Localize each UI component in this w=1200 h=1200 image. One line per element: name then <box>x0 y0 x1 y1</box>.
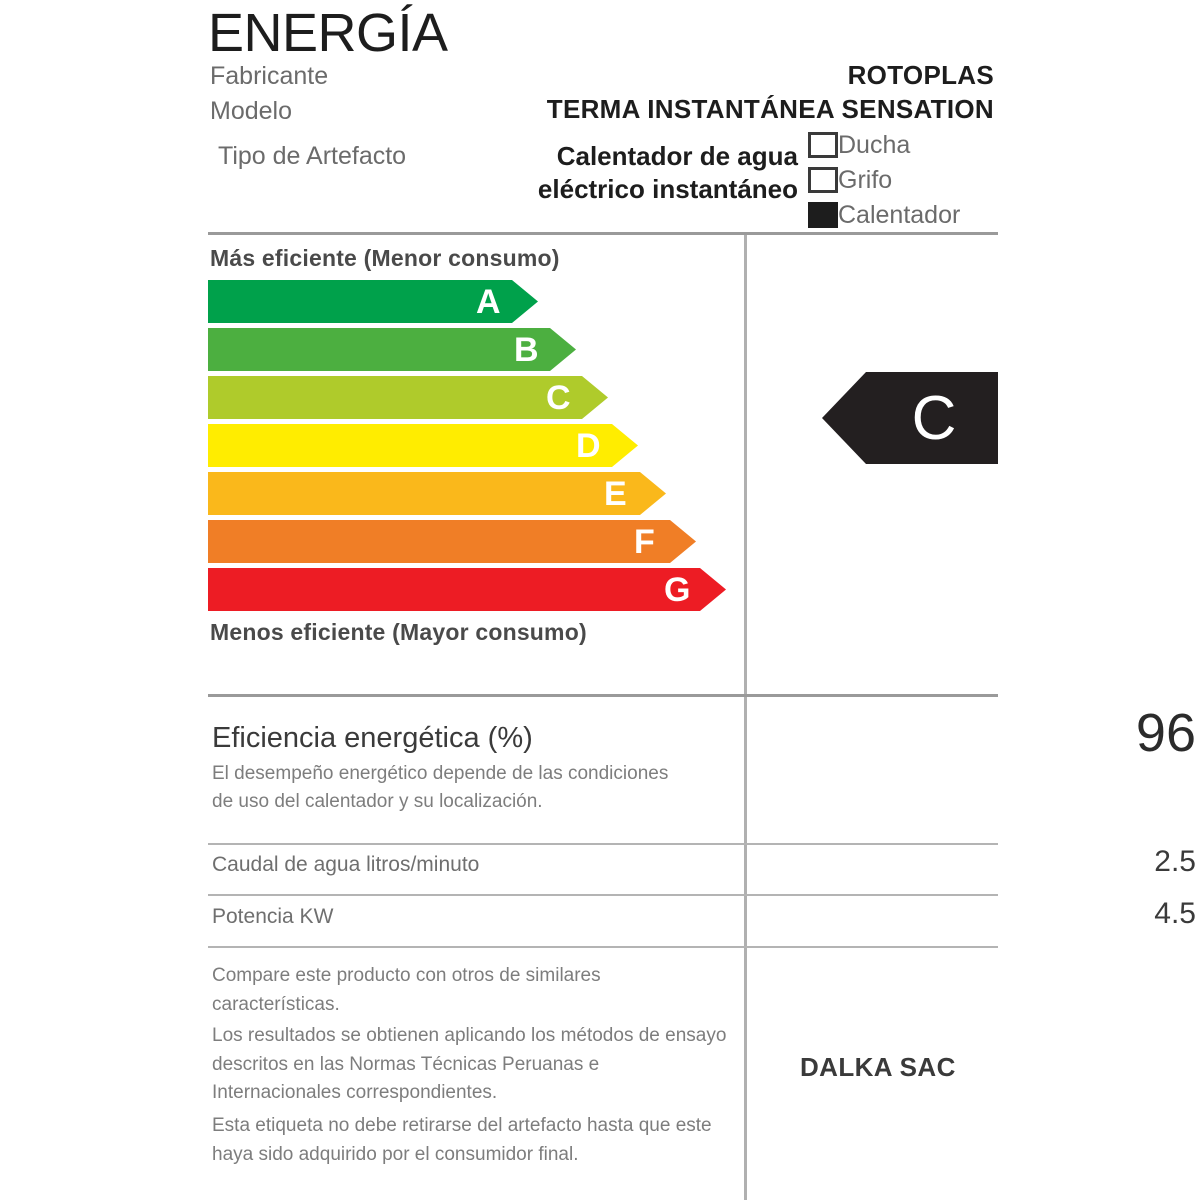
checkbox-ducha-icon[interactable] <box>808 132 838 158</box>
flow-rate-label: Caudal de agua litros/minuto <box>212 853 480 876</box>
efficiency-bar-d: D <box>208 424 738 467</box>
checkbox-ducha-label: Ducha <box>838 131 911 159</box>
bar-shape-a <box>208 280 538 323</box>
spec-divider-1 <box>208 843 998 845</box>
power-value: 4.5 <box>1154 897 1196 930</box>
footer-paragraph-1: Compare este producto con otros de simil… <box>212 965 601 1015</box>
bar-letter-f: F <box>634 522 655 561</box>
appliance-type-line-2: eléctrico instantáneo <box>537 173 798 204</box>
checkbox-calentador-label: Calentador <box>838 201 961 229</box>
checkbox-row-calentador[interactable]: Calentador <box>808 198 1008 233</box>
appliance-type-line-1: Calentador de agua <box>556 141 798 171</box>
bar-letter-d: D <box>576 426 601 465</box>
efficiency-value: 96 <box>1135 703 1196 763</box>
flow-rate-value: 2.5 <box>1154 845 1196 878</box>
efficiency-bar-b: B <box>208 328 738 371</box>
spec-divider-3 <box>208 946 998 948</box>
energy-rating-arrow: C <box>822 372 998 464</box>
bar-shape-d <box>208 424 638 467</box>
efficiency-note: El desempeño energético depende de las c… <box>212 763 669 812</box>
bar-shape-c <box>208 376 608 419</box>
appliance-type-checkbox-group: Ducha Grifo Calentador <box>808 128 1008 233</box>
efficiency-bar-a: A <box>208 280 738 323</box>
bar-shape-b <box>208 328 576 371</box>
efficiency-bar-c: C <box>208 376 738 419</box>
column-divider <box>744 235 747 1200</box>
manufacturer-label: Fabricante <box>210 62 329 90</box>
checkbox-row-grifo[interactable]: Grifo <box>808 163 1008 198</box>
efficiency-label: Eficiencia energética (%) <box>212 722 533 754</box>
bar-letter-a: A <box>476 282 501 321</box>
importer-brand: DALKA SAC <box>800 1052 956 1082</box>
page-title: ENERGÍA <box>208 3 448 63</box>
bar-letter-g: G <box>664 570 691 609</box>
bar-letter-e: E <box>604 474 627 513</box>
bar-shape-e <box>208 472 666 515</box>
footer-paragraph-3: Esta etiqueta no debe retirarse del arte… <box>212 1115 712 1165</box>
checkbox-calentador-icon[interactable] <box>808 202 838 228</box>
checkbox-row-ducha[interactable]: Ducha <box>808 128 1008 163</box>
bar-letter-b: B <box>514 330 539 369</box>
efficiency-bar-f: F <box>208 520 738 563</box>
model-value: TERMA INSTANTÁNEA SENSATION <box>546 94 994 124</box>
bar-shape-g <box>208 568 726 611</box>
spec-divider-2 <box>208 894 998 896</box>
efficiency-bar-g: G <box>208 568 738 611</box>
appliance-type-label: Tipo de Artefacto <box>218 142 407 170</box>
scale-bottom-caption: Menos eficiente (Mayor consumo) <box>210 619 587 645</box>
efficiency-bar-e: E <box>208 472 738 515</box>
footer-paragraph-2: Los resultados se obtienen aplicando los… <box>212 1025 727 1103</box>
scale-bottom-divider <box>208 694 998 697</box>
power-label: Potencia KW <box>212 905 334 928</box>
label-header: ENERGÍA Fabricante ROTOPLAS Modelo TERMA… <box>208 0 998 232</box>
checkbox-grifo-label: Grifo <box>838 166 893 194</box>
checkbox-grifo-icon[interactable] <box>808 167 838 193</box>
scale-top-caption: Más eficiente (Menor consumo) <box>210 245 560 271</box>
header-divider <box>208 232 998 235</box>
appliance-type-value: Calentador de agua eléctrico instantáneo <box>478 140 798 205</box>
manufacturer-value: ROTOPLAS <box>847 60 994 90</box>
rating-letter: C <box>911 383 957 453</box>
rating-arrow-shape <box>822 372 998 464</box>
bar-shape-f <box>208 520 696 563</box>
bar-letter-c: C <box>546 378 571 417</box>
model-label: Modelo <box>210 97 292 125</box>
